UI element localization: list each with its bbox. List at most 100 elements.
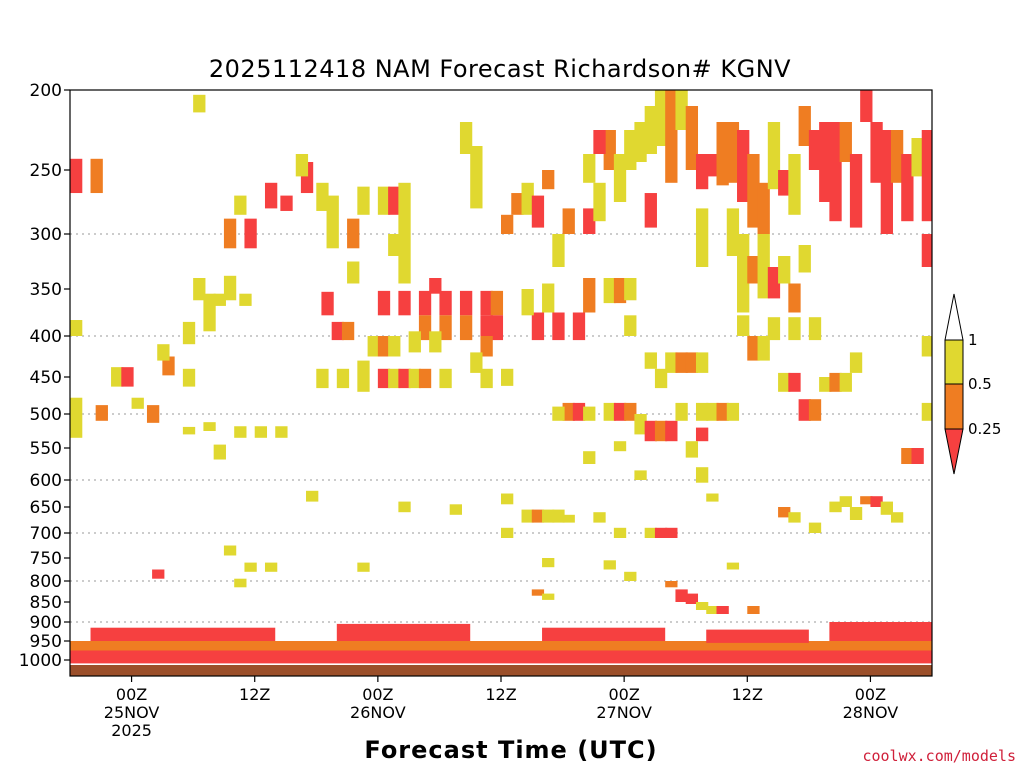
ri-cell-122 [839, 122, 852, 162]
legend-red-arrow [944, 428, 964, 475]
y-tick-label-600: 600 [30, 471, 62, 491]
ri-cell-71 [439, 368, 452, 389]
ri-cell-129 [911, 138, 924, 177]
ri-cell-143 [757, 336, 770, 361]
ri-cell-133 [726, 208, 740, 256]
ri-cell-214 [870, 496, 883, 507]
legend-label-1: 1 [968, 331, 978, 349]
ri-cell-35 [331, 321, 344, 341]
legend: 1 0.5 0.25 [944, 293, 1001, 475]
ri-cell-172 [788, 372, 801, 392]
y-tick-label-650: 650 [30, 498, 62, 518]
ri-cell-75 [501, 368, 514, 386]
x-tick-label-3-0: 12Z [485, 685, 516, 704]
ri-cell-93 [562, 208, 575, 234]
ri-cell-136 [757, 234, 770, 299]
ri-cell-38 [357, 186, 370, 215]
ri-cell-161 [634, 414, 647, 435]
ri-cell-3 [70, 397, 83, 438]
pbl-band-1 [70, 641, 932, 651]
ri-cell-91 [542, 170, 555, 190]
ri-cell-183 [634, 470, 647, 480]
ri-cell-15 [213, 293, 226, 306]
ri-cell-112 [737, 130, 750, 202]
ri-cell-207 [778, 507, 791, 518]
ri-cell-149 [685, 352, 699, 373]
ri-cell-184 [685, 441, 699, 458]
ri-cell-23 [254, 426, 268, 438]
legend-orange-swatch [944, 383, 964, 430]
ri-cell-96 [583, 154, 596, 183]
ri-cell-69 [408, 368, 421, 389]
ri-cell-201 [675, 589, 688, 602]
ri-cell-139 [788, 283, 801, 313]
y-tick-label-800: 800 [30, 572, 62, 592]
ri-cell-178 [849, 352, 863, 373]
ri-cell-88 [501, 214, 514, 234]
ri-cell-179 [921, 402, 932, 421]
ri-cell-230 [603, 560, 616, 570]
ri-cell-148 [675, 352, 688, 373]
ri-cell-117 [788, 154, 801, 215]
ri-cell-151 [644, 352, 657, 369]
ri-cell-25 [223, 218, 237, 249]
ri-cell-120 [819, 122, 832, 202]
ri-cell-76 [531, 312, 545, 341]
ri-cell-62 [429, 331, 442, 353]
ri-cell-17 [239, 293, 252, 306]
y-tick-label-300: 300 [30, 225, 62, 245]
ri-cell-40 [388, 186, 401, 215]
ri-cell-225 [357, 562, 370, 572]
ri-cell-74 [480, 368, 493, 389]
ri-cell-121 [829, 122, 842, 222]
y-tick-label-700: 700 [30, 524, 62, 544]
ri-cell-11 [182, 368, 196, 387]
ri-cell-29 [280, 195, 293, 211]
x-tick-label-2-1: 26NOV [350, 703, 406, 722]
y-tick-label-250: 250 [30, 161, 62, 181]
x-tick-label-5-0: 12Z [732, 685, 763, 704]
ri-cell-135 [747, 256, 760, 284]
y-tick-label-450: 450 [30, 368, 62, 388]
y-tick-label-750: 750 [30, 549, 62, 569]
ri-cell-137 [767, 267, 781, 299]
ri-cell-89 [470, 146, 483, 209]
ri-cell-191 [552, 509, 565, 523]
ri-cell-72 [480, 336, 493, 357]
x-axis-label: Forecast Time (UTC) [364, 736, 657, 764]
ri-cell-216 [890, 512, 904, 523]
ri-cell-165 [675, 402, 688, 421]
boundary-layer-cells [70, 622, 932, 664]
richardson-cells [70, 90, 932, 614]
ri-cell-115 [767, 122, 781, 190]
ri-cell-83 [613, 278, 627, 304]
ri-cell-200 [665, 581, 678, 588]
ri-cell-144 [767, 317, 781, 341]
ri-cell-4 [95, 405, 108, 421]
ri-cell-43 [388, 234, 401, 256]
ri-cell-27 [234, 195, 247, 215]
ri-cell-51 [429, 278, 442, 294]
ri-cell-231 [624, 571, 637, 581]
ri-cell-0 [70, 158, 83, 194]
ri-cell-190 [542, 509, 555, 523]
ri-cell-158 [603, 402, 616, 421]
ri-cell-126 [880, 130, 893, 234]
ri-cell-9 [162, 356, 175, 376]
ri-cell-221 [244, 562, 257, 572]
pbl-band-5 [706, 629, 809, 643]
ri-cell-218 [911, 448, 924, 464]
ri-cell-198 [654, 527, 668, 538]
ri-cell-59 [377, 336, 391, 357]
ri-cell-204 [706, 606, 719, 614]
y-tick-label-400: 400 [30, 327, 62, 347]
ri-cell-192 [562, 514, 575, 523]
ri-cell-44 [398, 234, 411, 284]
plot-area [69, 89, 933, 677]
legend-label-0.5: 0.5 [968, 375, 992, 393]
ri-cell-19 [203, 422, 216, 431]
ri-cell-100 [624, 130, 637, 170]
ri-cell-105 [665, 90, 678, 183]
ri-cell-145 [788, 317, 801, 341]
